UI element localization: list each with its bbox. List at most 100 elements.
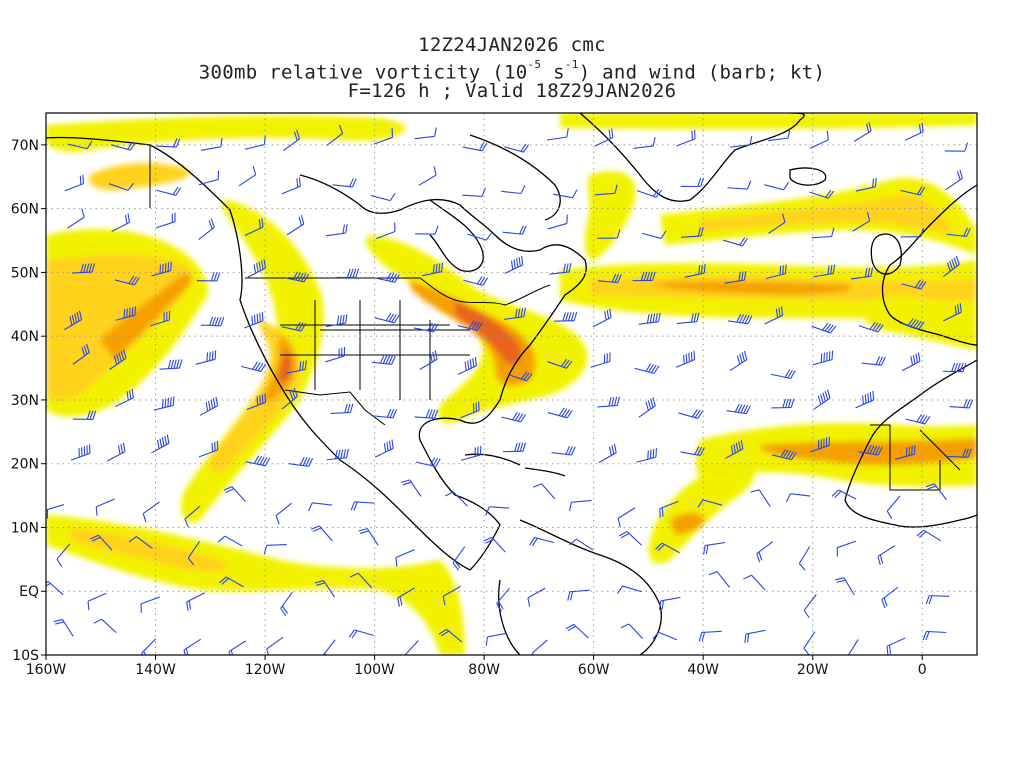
wind-barb-icon bbox=[198, 218, 215, 240]
wind-barb-icon bbox=[460, 401, 480, 419]
wind-barb-icon bbox=[945, 169, 963, 190]
caribbean-islands bbox=[464, 453, 566, 477]
wind-barb-icon bbox=[568, 499, 592, 512]
wind-barb-icon bbox=[67, 140, 93, 150]
wind-barb-icon bbox=[750, 489, 771, 507]
wind-barb-icon bbox=[438, 628, 463, 643]
wind-barb-icon bbox=[900, 227, 924, 238]
wind-barb-icon bbox=[373, 408, 398, 419]
wind-barb-icon bbox=[281, 321, 307, 332]
wind-barb-icon bbox=[358, 528, 379, 546]
wind-barb-icon bbox=[549, 262, 572, 275]
wind-barb-icon bbox=[128, 536, 153, 549]
wind-barb-icon bbox=[809, 130, 829, 149]
wind-barb-icon bbox=[641, 230, 667, 239]
wind-barb-icon bbox=[551, 445, 576, 456]
wind-barb-icon bbox=[284, 271, 310, 283]
wind-barb-icon bbox=[723, 237, 748, 247]
wind-barb-icon bbox=[153, 396, 175, 411]
wind-barb-icon bbox=[462, 187, 486, 197]
wind-barb-icon bbox=[93, 618, 117, 634]
state-lines bbox=[280, 300, 470, 400]
wind-barb-icon bbox=[310, 525, 333, 542]
wind-barb-icon bbox=[567, 589, 590, 601]
hudson-bay-coast bbox=[429, 199, 484, 272]
wind-barb-icon bbox=[617, 507, 636, 528]
wind-barb-icon bbox=[943, 303, 962, 322]
wind-barb-icon bbox=[463, 276, 489, 286]
wind-barb-icon bbox=[590, 352, 611, 368]
wind-barb-icon bbox=[594, 128, 614, 147]
wind-barb-icon bbox=[632, 271, 656, 282]
wind-barb-icon bbox=[198, 170, 220, 186]
wind-barb-icon bbox=[855, 390, 875, 409]
wind-barb-icon bbox=[756, 541, 774, 563]
wind-barb-icon bbox=[835, 577, 855, 596]
wind-barb-icon bbox=[283, 130, 301, 152]
wind-barb-icon bbox=[285, 360, 307, 374]
title-field: 300mb relative vorticity (10-5 s-1) and … bbox=[0, 57, 1024, 83]
wind-barb-icon bbox=[140, 596, 160, 613]
lon-tick-label: 100W bbox=[354, 662, 395, 678]
title-valid: F=126 h ; Valid 18Z29JAN2026 bbox=[0, 80, 1024, 102]
wind-barb-icon bbox=[925, 483, 947, 501]
wind-barb-icon bbox=[565, 623, 589, 639]
wind-barb-icon bbox=[335, 268, 360, 278]
wind-barb-icon bbox=[155, 212, 176, 229]
lat-tick-label: 20N bbox=[11, 457, 39, 473]
lon-tick-label: 140W bbox=[135, 662, 176, 678]
wind-barb-icon bbox=[198, 440, 219, 458]
wind-barb-icon bbox=[708, 571, 730, 588]
wind-barb-icon bbox=[554, 311, 578, 322]
africa-borders bbox=[870, 424, 961, 491]
wind-barb-icon bbox=[111, 213, 131, 233]
wind-barb-icon bbox=[109, 349, 127, 370]
wind-barb-icon bbox=[501, 411, 526, 423]
wind-barb-icon bbox=[726, 403, 751, 415]
lon-tick-label: 20W bbox=[797, 662, 829, 678]
vort-band-west-coast-max bbox=[262, 335, 296, 402]
wind-barb-icon bbox=[414, 127, 437, 140]
wind-barb-icon bbox=[620, 623, 644, 639]
wind-barb-icon bbox=[150, 311, 171, 327]
vort-band-eastern-us-dark bbox=[455, 300, 522, 365]
south-america-coast bbox=[498, 519, 662, 655]
wind-barb-icon bbox=[159, 359, 183, 370]
wind-barb-icon bbox=[547, 407, 573, 419]
wind-barb-icon bbox=[853, 122, 872, 142]
wind-barb-icon bbox=[87, 592, 107, 611]
wind-barb-icon bbox=[764, 306, 784, 325]
wind-barb-icon bbox=[483, 536, 506, 553]
wind-barb-icon bbox=[241, 361, 267, 372]
wind-barb-icon bbox=[803, 631, 816, 655]
wind-barb-icon bbox=[416, 457, 441, 468]
wind-barb-icon bbox=[811, 322, 837, 334]
wind-barb-icon bbox=[415, 225, 439, 235]
wind-barb-icon bbox=[730, 135, 753, 148]
lon-tick-label: 120W bbox=[245, 662, 286, 678]
wind-barb-icon bbox=[445, 491, 468, 507]
wind-barb-icon bbox=[728, 313, 753, 325]
lat-lon-grid bbox=[46, 113, 977, 655]
wind-barb-icon bbox=[658, 596, 681, 610]
wind-barb-icon bbox=[768, 129, 791, 142]
wind-barb-icon bbox=[67, 208, 85, 229]
iceland-coast bbox=[789, 167, 827, 186]
wind-barb-icon bbox=[72, 343, 90, 365]
wind-barb-icon bbox=[676, 129, 696, 147]
wind-barb-icon bbox=[371, 354, 396, 365]
wind-barb-icon bbox=[376, 222, 396, 240]
wind-barb-icon bbox=[886, 637, 906, 655]
wind-barb-icon bbox=[652, 631, 678, 641]
wind-barb-icon bbox=[894, 445, 916, 460]
vort-band-tropical-atlantic bbox=[648, 460, 755, 564]
wind-barb-icon bbox=[949, 399, 974, 409]
wind-barb-icon bbox=[374, 312, 400, 324]
wind-barb-icon bbox=[634, 363, 660, 374]
vort-band-north-atlantic-core bbox=[700, 195, 955, 235]
wind-barb-icon bbox=[395, 549, 415, 567]
wind-barb-icon bbox=[675, 350, 696, 368]
wind-barb-icon bbox=[217, 535, 243, 547]
lat-tick-label: 60N bbox=[11, 202, 39, 218]
wind-barb-icon bbox=[246, 393, 267, 411]
